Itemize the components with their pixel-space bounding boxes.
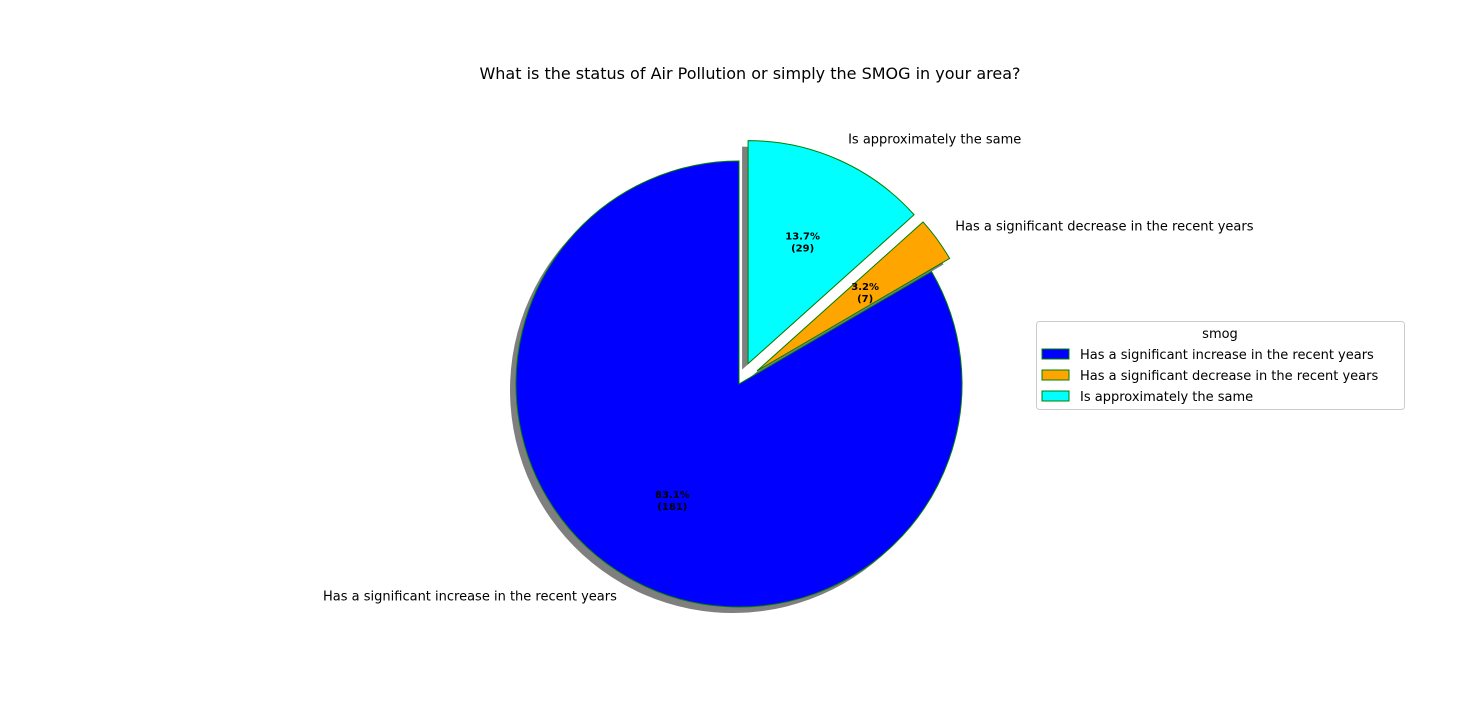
- legend-label: Is approximately the same: [1080, 390, 1253, 405]
- legend: smog Has a significant increase in the r…: [1036, 321, 1405, 410]
- legend-title: smog: [1202, 327, 1238, 342]
- slice-percent-label: 13.7%: [785, 231, 820, 242]
- pie-slice: [747, 140, 915, 365]
- legend-items: Has a significant increase in the recent…: [1041, 348, 1378, 405]
- chart-title: What is the status of Air Pollution or s…: [479, 64, 1020, 83]
- legend-frame: [1036, 321, 1405, 410]
- slice-percent-label: 3.2%: [851, 282, 879, 293]
- legend-swatch: [1041, 390, 1070, 402]
- slice-percent-label: 83.1%: [655, 490, 690, 501]
- pie-percent-labels: 83.1%(181) 3.2%(7) 13.7%(29): [655, 231, 879, 513]
- slice-count-label: (181): [657, 502, 687, 513]
- slice-label: Has a significant decrease in the recent…: [955, 219, 1253, 234]
- legend-swatch: [1041, 369, 1070, 381]
- slice-count-label: (29): [791, 243, 814, 254]
- slice-label: Has a significant increase in the recent…: [323, 590, 617, 605]
- pie-slice: [756, 221, 951, 372]
- slice-count-label: (7): [857, 294, 873, 305]
- pie-outer-labels: Has a significant increase in the recent…: [323, 133, 1254, 605]
- slice-label: Is approximately the same: [848, 133, 1021, 148]
- legend-swatch: [1041, 348, 1070, 360]
- pie-slices: [515, 140, 963, 608]
- pie-slice: [515, 160, 963, 608]
- legend-label: Has a significant decrease in the recent…: [1080, 369, 1378, 384]
- legend-label: Has a significant increase in the recent…: [1080, 348, 1374, 363]
